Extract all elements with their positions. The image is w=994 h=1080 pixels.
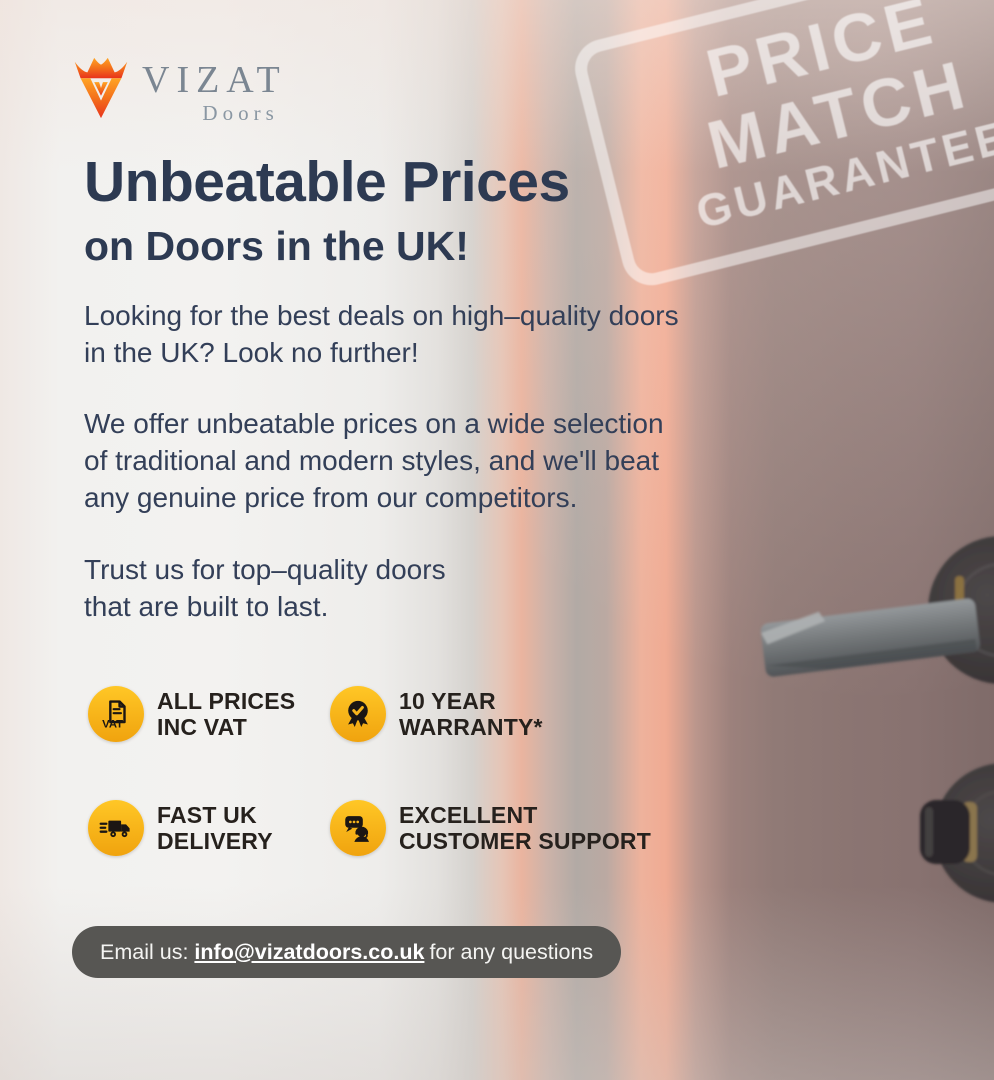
delivery-badge: [88, 800, 144, 856]
vat-icon: VAT: [102, 700, 126, 731]
warranty-badge: [330, 686, 386, 742]
offer-line: any genuine price from our competitors.: [84, 482, 578, 513]
feature-label-line: CUSTOMER SUPPORT: [399, 828, 651, 854]
feature-label-line: DELIVERY: [157, 828, 273, 854]
feature-label: ALL PRICES INC VAT: [157, 688, 295, 740]
offer-paragraph: We offer unbeatable prices on a wide sel…: [84, 405, 664, 516]
contact-email-link[interactable]: info@vizatdoors.co.uk: [194, 939, 425, 964]
trust-line: Trust us for top–quality doors: [84, 554, 446, 585]
feature-label: 10 YEAR WARRANTY*: [399, 688, 543, 740]
feature-all-prices-inc-vat: VAT ALL PRICES INC VAT: [88, 686, 330, 742]
headline-block: Unbeatable Prices on Doors in the UK!: [84, 150, 570, 270]
trust-paragraph: Trust us for top–quality doors that are …: [84, 551, 446, 625]
intro-line: Looking for the best deals on high–quali…: [84, 300, 679, 331]
door-handle-photo: [760, 536, 994, 903]
vat-badge: VAT: [88, 686, 144, 742]
svg-text:VAT: VAT: [102, 719, 123, 731]
offer-line: of traditional and modern styles, and we…: [84, 445, 660, 476]
feature-label-line: FAST UK: [157, 802, 257, 828]
feature-grid: VAT ALL PRICES INC VAT 10 YEAR WARRANTY*: [88, 686, 688, 856]
feature-label-line: WARRANTY*: [399, 714, 543, 740]
headline-main: Unbeatable Prices: [84, 150, 570, 214]
intro-line: in the UK? Look no further!: [84, 337, 419, 368]
feature-fast-uk-delivery: FAST UK DELIVERY: [88, 800, 330, 856]
feature-label: EXCELLENT CUSTOMER SUPPORT: [399, 802, 651, 854]
logo-brand-text: VIZAT: [142, 59, 287, 101]
vizat-logo: VIZAT Doors: [70, 52, 287, 125]
feature-label-line: EXCELLENT: [399, 802, 538, 828]
feature-10-year-warranty: 10 YEAR WARRANTY*: [330, 686, 688, 742]
trust-line: that are built to last.: [84, 591, 329, 622]
medal-icon: [348, 700, 368, 728]
logo-wordmark: VIZAT Doors: [142, 52, 287, 125]
vizat-crown-v-icon: [74, 57, 128, 119]
truck-icon: [99, 820, 130, 838]
feature-customer-support: EXCELLENT CUSTOMER SUPPORT: [330, 800, 688, 856]
offer-line: We offer unbeatable prices on a wide sel…: [84, 408, 664, 439]
contact-suffix: for any questions: [429, 939, 594, 964]
feature-label-line: 10 YEAR: [399, 688, 496, 714]
intro-paragraph: Looking for the best deals on high–quali…: [84, 297, 679, 371]
contact-prefix: Email us:: [100, 939, 189, 964]
feature-label-line: INC VAT: [157, 714, 247, 740]
contact-bar: Email us: info@vizatdoors.co.uk for any …: [72, 926, 622, 978]
headline-sub: on Doors in the UK!: [84, 223, 469, 269]
feature-label: FAST UK DELIVERY: [157, 802, 273, 854]
feature-label-line: ALL PRICES: [157, 688, 296, 714]
logo-sub-text: Doors: [202, 101, 279, 125]
support-badge: [330, 800, 386, 856]
headset-icon: [345, 816, 370, 842]
